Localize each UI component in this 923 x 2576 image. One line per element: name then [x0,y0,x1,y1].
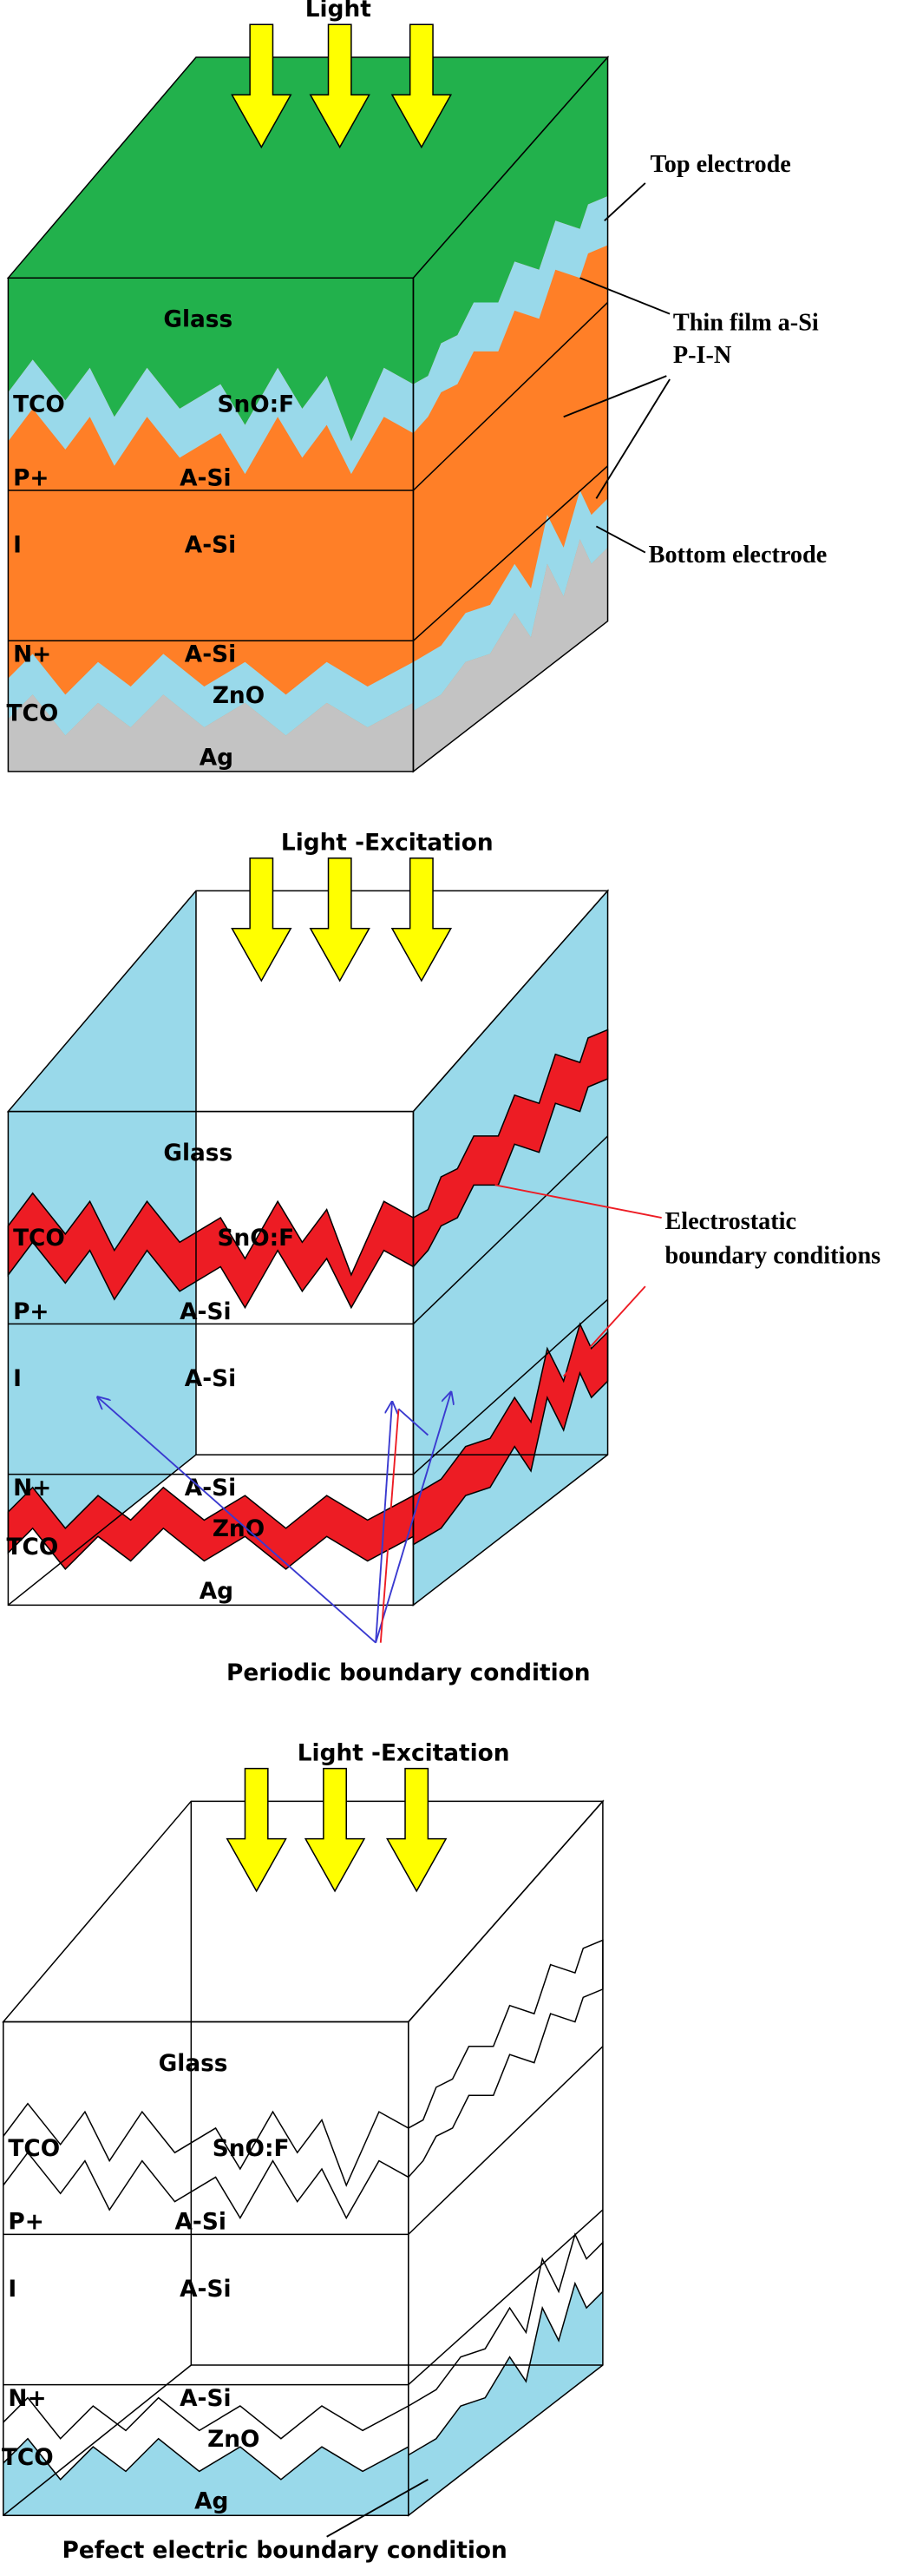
callout-line [397,1408,429,1436]
layer-label: A-Si [180,2277,231,2303]
edge [7,1454,197,1606]
light-arrow [304,1767,366,1893]
layer-label: I [8,2277,16,2303]
light-arrow [309,857,370,982]
top-face [2,1800,605,2023]
panel-title: Light [305,0,371,23]
light-arrow [231,857,292,982]
callout-line [375,1393,451,1643]
light-arrow [390,23,453,149]
callout-label: Top electrode [651,151,791,178]
panel-title: Light -Excitation [298,1740,510,1766]
layer-label: SnO:F [213,2136,290,2162]
layer-label: A-Si [180,1299,231,1325]
right-outline [412,55,609,773]
right-ag [408,2283,603,2516]
tco-band [3,2102,409,2220]
edge [412,1298,609,1475]
layer-label: TCO [13,392,65,418]
callout-label: boundary conditions [664,1243,880,1270]
panel: Light Glass TCO SnO:F P+ A-Si I A-Si N+ A-Si TCO Zn… [7,0,610,773]
tco-band-right [413,196,608,434]
layer-label: P+ [13,1299,49,1325]
layer-label: Glass [163,307,232,333]
light-arrow [309,23,370,149]
edge [408,2209,604,2386]
layer-label: I [13,1366,22,1392]
front-glass [8,278,414,442]
panel-title: Light -Excitation [281,830,494,856]
callout-label: P-I-N [673,342,732,369]
callout-line [494,1184,662,1219]
layer-label: SnO:F [217,392,294,418]
zno-band [8,654,414,736]
layer-label: Ag [200,745,233,771]
edge [3,2364,192,2516]
layer-label: N+ [8,2386,46,2412]
layer-label: TCO [8,2136,60,2162]
callout-line [375,1403,392,1643]
light-arrow [390,857,453,982]
layer-label: A-Si [180,465,231,491]
zno-band-right [413,490,608,712]
layer-label: TCO [13,1226,65,1252]
layer-label: TCO [7,701,59,727]
callout-label: Periodic boundary condition [226,1660,590,1686]
tco-band-right [408,1939,604,2179]
tco-band [8,359,414,475]
callout-line [563,1285,646,1377]
right-ag [413,1372,608,1606]
front-ag [3,2438,409,2516]
layer-label: ZnO [207,2427,259,2453]
callout-line [579,277,671,315]
layer-label: A-Si [185,1366,236,1392]
edge [412,301,609,491]
callout-line [604,182,646,221]
layer-label: SnO:F [217,1226,294,1252]
layer-label: Ag [200,1579,233,1605]
right-outline [408,1799,604,2517]
layer-label: A-Si [175,2210,226,2236]
callout-label: Thin film a-Si [673,309,819,336]
panel: Light -Excitation Glass TCO SnO:F P+ A-Si I A-S… [2,1740,605,2517]
layer-label: A-Si [180,2386,231,2412]
edge [412,465,609,641]
edge [412,1135,609,1324]
panel: Light -Excitation Glass TCO SnO:F P+ A-Si I A-S… [7,830,610,1607]
callout-line [595,525,646,554]
light-arrow [226,1767,287,1893]
layer-label: TCO [2,2445,54,2471]
right-glass [413,56,608,384]
edge [408,2046,604,2235]
callout-label: Bottom electrode [649,542,828,568]
callout-line [595,378,671,499]
callout-line [563,375,667,418]
callout-label: Pefect electric boundary condition [62,2538,507,2564]
callout-label: Electrostatic [664,1208,796,1235]
layer-label: TCO [7,1534,59,1561]
layer-label: I [13,533,22,559]
light-arrow [386,1767,448,1893]
right-outline [412,889,609,1607]
callout-line [326,2479,429,2538]
front-ag [8,694,414,772]
layer-label: N+ [13,642,51,668]
layer-label: Glass [159,2051,228,2077]
right-glass [413,890,608,1219]
layer-label: P+ [13,465,49,491]
layer-label: Ag [194,2489,228,2515]
layer-label: Glass [163,1140,232,1166]
layer-label: P+ [8,2210,43,2236]
layer-label: A-Si [185,533,236,559]
layer-label: A-Si [185,642,236,668]
callout-line [98,1397,376,1644]
layer-label: N+ [13,1475,51,1502]
light-arrow [231,23,292,149]
right-ag [413,539,608,772]
layer-label: ZnO [213,683,265,709]
callout-line [379,1409,400,1643]
